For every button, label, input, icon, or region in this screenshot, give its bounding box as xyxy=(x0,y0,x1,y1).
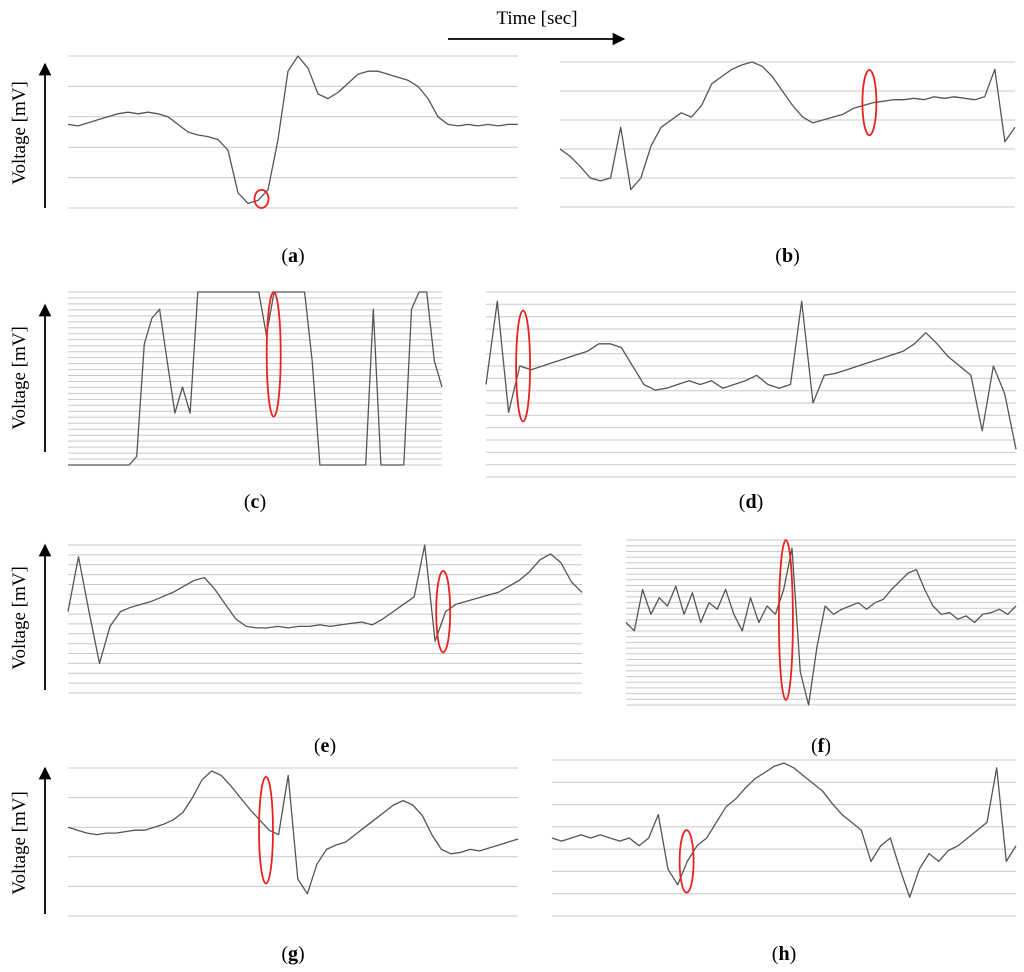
highlight-ellipse xyxy=(435,569,452,654)
ecg-panel-a: (a) xyxy=(67,55,518,267)
voltage-axis-label: Voltage [mV] xyxy=(9,81,30,185)
ecg-trace xyxy=(67,770,519,895)
ecg-trace xyxy=(68,291,443,466)
highlight-ellipse xyxy=(678,829,695,894)
ecg-trace xyxy=(485,300,1017,450)
voltage-axis-label: Voltage [mV] xyxy=(9,566,30,670)
ecg-trace xyxy=(559,61,1016,191)
ecg-trace xyxy=(67,544,583,665)
voltage-axis-label: Voltage [mV] xyxy=(9,326,30,430)
ecg-panel-c: (c) xyxy=(68,291,443,513)
ecg-trace xyxy=(551,762,1017,898)
voltage-axis-row-3: Voltage [mV] xyxy=(9,543,52,690)
panel-label: (f) xyxy=(811,735,831,757)
panel-label: (b) xyxy=(775,245,799,267)
panel-label: (g) xyxy=(281,943,304,965)
ecg-panel-b: (b) xyxy=(559,61,1016,267)
highlight-ellipse xyxy=(253,188,270,209)
highlight-ellipse xyxy=(778,539,794,701)
ecg-panel-e: (e) xyxy=(67,544,583,757)
ecg-trace xyxy=(625,547,1017,706)
highlight-ellipse xyxy=(258,776,274,885)
voltage-axis-row-1: Voltage [mV] xyxy=(9,62,52,208)
panel-label: (c) xyxy=(244,491,266,513)
highlight-ellipse xyxy=(265,291,282,418)
panel-label: (e) xyxy=(314,735,336,757)
ecg-panel-h: (h) xyxy=(551,759,1017,965)
panel-label: (d) xyxy=(739,491,763,513)
ecg-panel-g: (g) xyxy=(67,767,519,965)
ecg-panel-d: (d) xyxy=(485,291,1017,513)
panel-label: (a) xyxy=(281,245,304,267)
voltage-axis-label: Voltage [mV] xyxy=(9,791,30,895)
highlight-ellipse xyxy=(861,69,878,137)
ecg-trace xyxy=(67,55,518,205)
panel-label: (h) xyxy=(772,943,796,965)
ecg-panel-f: (f) xyxy=(625,539,1017,757)
highlight-ellipse xyxy=(515,309,531,423)
voltage-axis-row-4: Voltage [mV] xyxy=(9,766,52,914)
panels: (a) (b) (c) (d) (e) (f) (g) (h) xyxy=(67,55,1017,965)
time-axis-label: Time [sec] xyxy=(496,8,577,29)
voltage-axis-row-2: Voltage [mV] xyxy=(9,303,52,452)
